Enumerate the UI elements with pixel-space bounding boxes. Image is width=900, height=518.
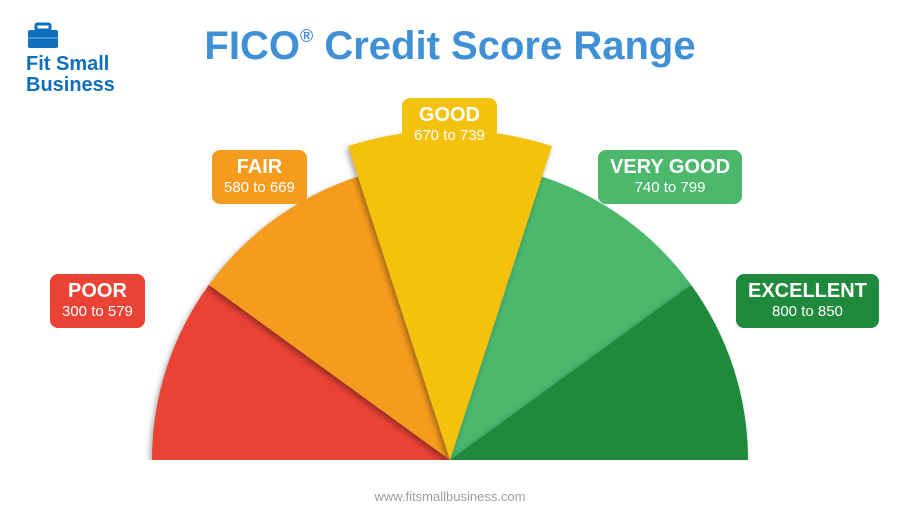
badge-range: 670 to 739 <box>414 127 485 144</box>
badge-range: 800 to 850 <box>748 303 867 320</box>
badge-fair: FAIR580 to 669 <box>212 150 307 204</box>
badge-range: 740 to 799 <box>610 179 730 196</box>
badge-range: 580 to 669 <box>224 179 295 196</box>
badge-poor: POOR300 to 579 <box>50 274 145 328</box>
badge-range: 300 to 579 <box>62 303 133 320</box>
badge-label: EXCELLENT <box>748 280 867 303</box>
badge-excellent: EXCELLENT800 to 850 <box>736 274 879 328</box>
footer-url: www.fitsmallbusiness.com <box>0 489 900 504</box>
badge-label: GOOD <box>414 104 485 127</box>
title-sup: ® <box>300 26 313 46</box>
badge-label: FAIR <box>224 156 295 179</box>
badge-good: GOOD670 to 739 <box>402 98 497 152</box>
badge-very-good: VERY GOOD740 to 799 <box>598 150 742 204</box>
badge-label: VERY GOOD <box>610 156 730 179</box>
badge-label: POOR <box>62 280 133 303</box>
